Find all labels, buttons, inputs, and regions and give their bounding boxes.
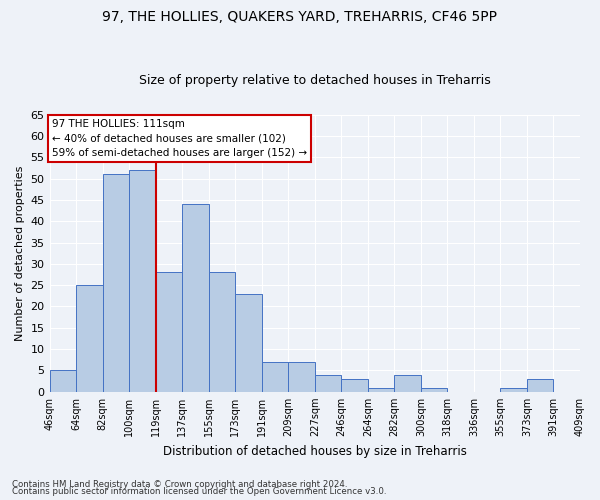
Bar (262, 362, 288, 392)
Bar (103, 174, 129, 392)
X-axis label: Distribution of detached houses by size in Treharris: Distribution of detached houses by size … (163, 444, 467, 458)
Y-axis label: Number of detached properties: Number of detached properties (15, 166, 25, 341)
Bar (500, 388, 527, 392)
Bar (155, 272, 182, 392)
Bar (288, 362, 315, 392)
Bar (182, 204, 209, 392)
Bar (315, 374, 341, 392)
Title: Size of property relative to detached houses in Treharris: Size of property relative to detached ho… (139, 74, 491, 87)
Text: Contains HM Land Registry data © Crown copyright and database right 2024.: Contains HM Land Registry data © Crown c… (12, 480, 347, 489)
Text: 97, THE HOLLIES, QUAKERS YARD, TREHARRIS, CF46 5PP: 97, THE HOLLIES, QUAKERS YARD, TREHARRIS… (103, 10, 497, 24)
Bar (368, 388, 394, 392)
Bar (341, 379, 368, 392)
Bar (235, 294, 262, 392)
Bar (527, 379, 553, 392)
Text: 97 THE HOLLIES: 111sqm
← 40% of detached houses are smaller (102)
59% of semi-de: 97 THE HOLLIES: 111sqm ← 40% of detached… (52, 118, 307, 158)
Bar (421, 388, 448, 392)
Bar (209, 272, 235, 392)
Bar (76, 285, 103, 392)
Bar (129, 170, 155, 392)
Bar (50, 370, 76, 392)
Bar (394, 374, 421, 392)
Text: Contains public sector information licensed under the Open Government Licence v3: Contains public sector information licen… (12, 488, 386, 496)
